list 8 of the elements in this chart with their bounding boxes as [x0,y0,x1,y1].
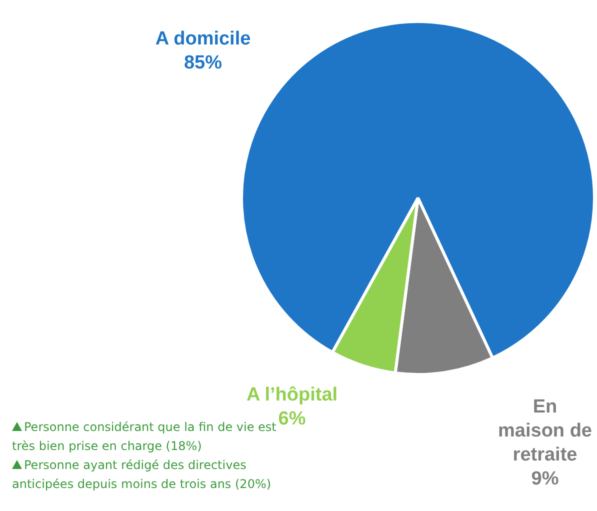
text: Personne ayant rédigé des directives anticipées depuis moins de trois ans (20%) [12,457,272,493]
slice-label: A l’hôpital [246,384,338,406]
data-label: 85% [184,52,222,74]
slice-label: En maison de retraite [498,396,592,466]
slice-label: A domicile [155,28,251,50]
data-label: 6% [278,408,306,430]
text: Personne considérant que la fin de vie est très bien prise en charge (18%) [12,420,276,453]
data-label: 9% [531,468,559,490]
